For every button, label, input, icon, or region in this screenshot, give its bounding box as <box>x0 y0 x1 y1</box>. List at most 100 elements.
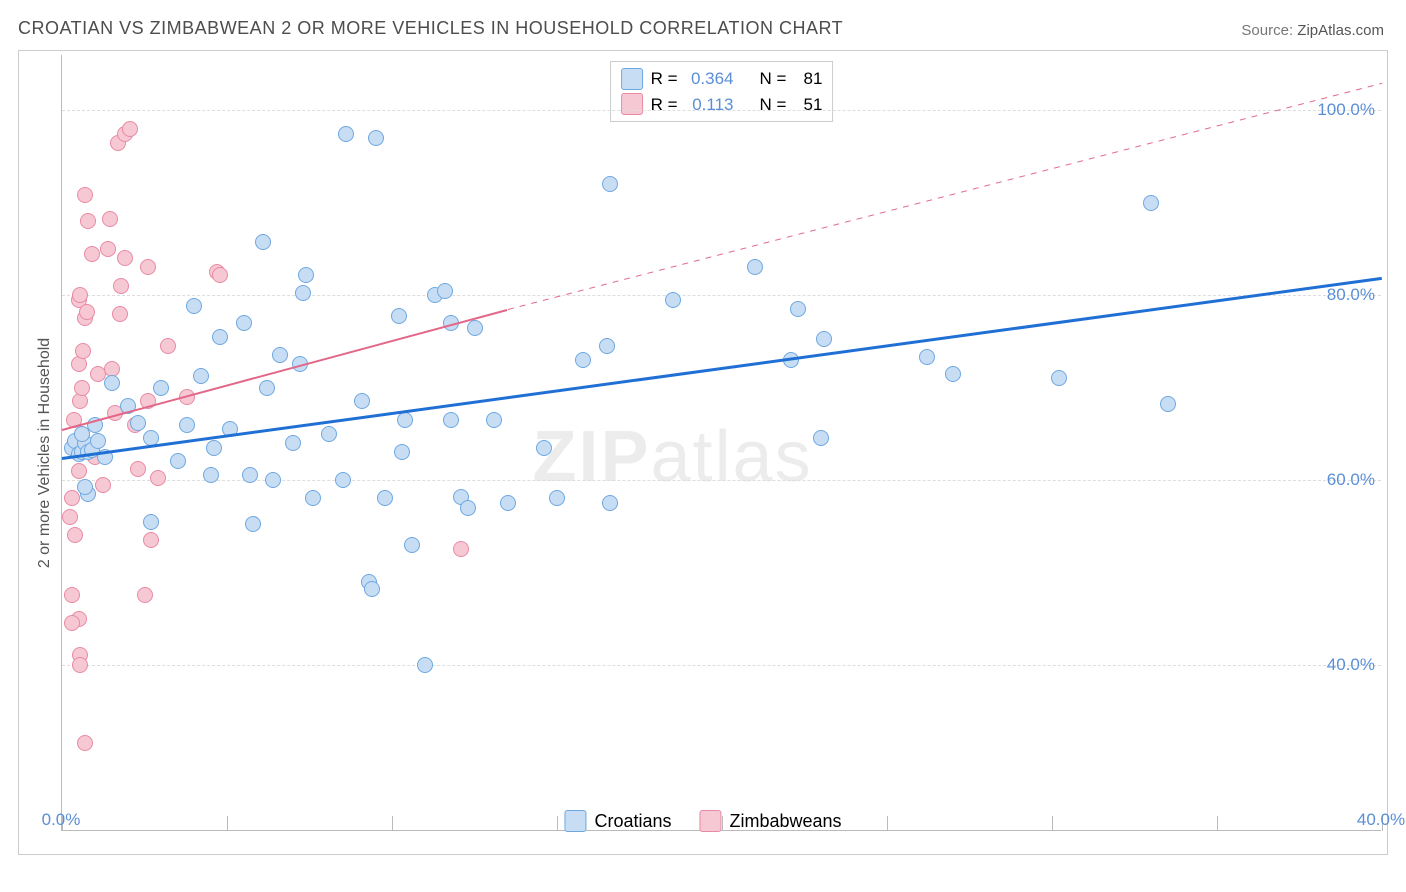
scatter-point-croatians <box>364 581 380 597</box>
scatter-point-croatians <box>486 412 502 428</box>
scatter-point-croatians <box>203 467 219 483</box>
scatter-point-zimbabweans <box>453 541 469 557</box>
legend-label-zimbabweans: Zimbabweans <box>729 811 841 832</box>
legend-stats-row-croatians: R = 0.364 N = 81 <box>621 66 823 92</box>
scatter-point-croatians <box>404 537 420 553</box>
plot-area: ZIPatlas R = 0.364 N = 81 R = 0.113 N = <box>61 55 1381 831</box>
scatter-point-croatians <box>500 495 516 511</box>
legend-stats-row-zimbabweans: R = 0.113 N = 51 <box>621 92 823 118</box>
chart-frame: 2 or more Vehicles in Household ZIPatlas… <box>18 50 1388 855</box>
scatter-point-croatians <box>265 472 281 488</box>
scatter-point-zimbabweans <box>150 470 166 486</box>
y-tick-label: 80.0% <box>1327 285 1375 305</box>
scatter-point-zimbabweans <box>72 657 88 673</box>
gridline-horizontal <box>62 480 1381 481</box>
x-tick <box>1052 816 1053 831</box>
r-label: R = <box>651 66 678 92</box>
scatter-point-croatians <box>143 514 159 530</box>
scatter-point-croatians <box>285 435 301 451</box>
scatter-point-croatians <box>747 259 763 275</box>
scatter-point-croatians <box>417 657 433 673</box>
scatter-point-croatians <box>272 347 288 363</box>
swatch-croatians <box>564 810 586 832</box>
scatter-point-zimbabweans <box>160 338 176 354</box>
gridline-horizontal <box>62 110 1381 111</box>
trendline <box>62 309 508 431</box>
scatter-point-zimbabweans <box>64 615 80 631</box>
scatter-point-zimbabweans <box>140 259 156 275</box>
n-label: N = <box>760 92 787 118</box>
scatter-point-croatians <box>186 298 202 314</box>
scatter-point-croatians <box>305 490 321 506</box>
scatter-point-zimbabweans <box>143 532 159 548</box>
scatter-point-croatians <box>212 329 228 345</box>
r-label: R = <box>651 92 678 118</box>
swatch-zimbabweans <box>699 810 721 832</box>
scatter-point-croatians <box>236 315 252 331</box>
chart-title: CROATIAN VS ZIMBABWEAN 2 OR MORE VEHICLE… <box>18 18 843 39</box>
scatter-point-croatians <box>321 426 337 442</box>
scatter-point-zimbabweans <box>102 211 118 227</box>
scatter-point-zimbabweans <box>72 393 88 409</box>
scatter-point-zimbabweans <box>95 477 111 493</box>
watermark-bold: ZIP <box>533 417 651 497</box>
scatter-point-croatians <box>919 349 935 365</box>
scatter-point-croatians <box>602 176 618 192</box>
scatter-point-zimbabweans <box>77 735 93 751</box>
scatter-point-croatians <box>377 490 393 506</box>
scatter-point-croatians <box>1143 195 1159 211</box>
scatter-point-croatians <box>193 368 209 384</box>
scatter-point-zimbabweans <box>80 213 96 229</box>
scatter-point-croatians <box>77 479 93 495</box>
y-tick-label: 40.0% <box>1327 655 1375 675</box>
scatter-point-croatians <box>575 352 591 368</box>
swatch-zimbabweans <box>621 93 643 115</box>
scatter-point-croatians <box>549 490 565 506</box>
legend-stats-box: R = 0.364 N = 81 R = 0.113 N = 51 <box>610 61 834 122</box>
n-value-zimbabweans: 51 <box>794 92 822 118</box>
gridline-horizontal <box>62 295 1381 296</box>
scatter-point-croatians <box>536 440 552 456</box>
scatter-point-croatians <box>1160 396 1176 412</box>
scatter-point-croatians <box>437 283 453 299</box>
scatter-point-croatians <box>295 285 311 301</box>
scatter-point-croatians <box>813 430 829 446</box>
scatter-point-croatians <box>460 500 476 516</box>
scatter-point-croatians <box>338 126 354 142</box>
gridline-horizontal <box>62 665 1381 666</box>
scatter-point-croatians <box>391 308 407 324</box>
scatter-point-croatians <box>130 415 146 431</box>
x-tick-label: 40.0% <box>1357 810 1405 830</box>
y-tick-label: 60.0% <box>1327 470 1375 490</box>
scatter-point-croatians <box>242 467 258 483</box>
n-value-croatians: 81 <box>794 66 822 92</box>
x-tick <box>392 816 393 831</box>
scatter-point-croatians <box>206 440 222 456</box>
scatter-point-croatians <box>397 412 413 428</box>
r-value-zimbabweans: 0.113 <box>686 92 734 118</box>
scatter-point-croatians <box>153 380 169 396</box>
legend-item-zimbabweans: Zimbabweans <box>699 810 841 832</box>
scatter-point-zimbabweans <box>74 380 90 396</box>
watermark-rest: atlas <box>651 417 813 497</box>
scatter-point-zimbabweans <box>112 306 128 322</box>
watermark: ZIPatlas <box>533 416 813 498</box>
scatter-point-zimbabweans <box>64 587 80 603</box>
scatter-point-croatians <box>945 366 961 382</box>
scatter-point-croatians <box>394 444 410 460</box>
x-tick <box>887 816 888 831</box>
scatter-point-croatians <box>467 320 483 336</box>
scatter-point-croatians <box>790 301 806 317</box>
scatter-point-zimbabweans <box>71 356 87 372</box>
legend-series: Croatians Zimbabweans <box>564 810 841 832</box>
scatter-point-croatians <box>179 417 195 433</box>
x-tick <box>227 816 228 831</box>
scatter-point-croatians <box>816 331 832 347</box>
scatter-point-zimbabweans <box>72 287 88 303</box>
scatter-point-zimbabweans <box>122 121 138 137</box>
scatter-point-zimbabweans <box>117 250 133 266</box>
scatter-point-croatians <box>298 267 314 283</box>
scatter-point-croatians <box>245 516 261 532</box>
scatter-point-croatians <box>1051 370 1067 386</box>
n-label: N = <box>760 66 787 92</box>
